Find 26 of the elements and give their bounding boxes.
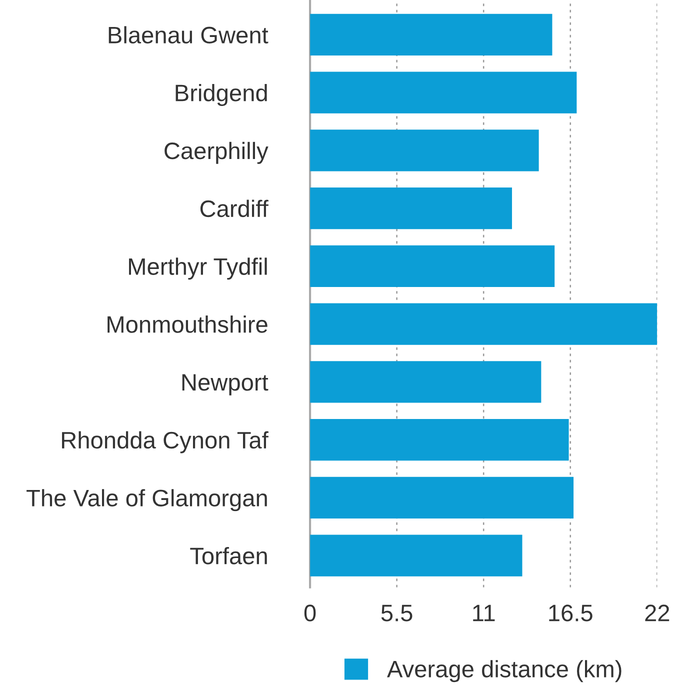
bar — [310, 361, 542, 403]
y-tick-label: Rhondda Cynon Taf — [62, 431, 268, 454]
bar — [310, 14, 552, 56]
y-tick-label: Cardiff — [200, 200, 268, 218]
bar — [310, 418, 569, 461]
y-tick-label: Torfaen — [190, 547, 267, 564]
bar — [310, 476, 574, 519]
bar — [310, 130, 539, 172]
x-tick-label: 5.5 — [381, 604, 412, 622]
y-tick-label: Blaenau Gwent — [108, 26, 268, 44]
x-tick-label: 16.5 — [549, 604, 592, 622]
y-tick-label: Caerphilly — [164, 142, 268, 164]
x-tick-label: 11 — [473, 604, 495, 622]
y-tick-label: Monmouthshire — [108, 316, 268, 333]
x-tick-label: 22 — [645, 604, 670, 622]
bar — [310, 72, 577, 114]
bar — [310, 534, 522, 576]
y-tick-label: Merthyr Tydfil — [129, 258, 267, 280]
legend-label: Average distance (km) — [387, 660, 622, 682]
x-tick-label: 0 — [304, 604, 316, 622]
bar — [310, 303, 658, 345]
bar — [310, 245, 555, 288]
y-tick-label: Bridgend — [176, 84, 267, 106]
y-tick-label: Newport — [182, 374, 268, 396]
bar — [310, 188, 512, 230]
y-tick-label: The Vale of Glamorgan — [26, 489, 267, 512]
